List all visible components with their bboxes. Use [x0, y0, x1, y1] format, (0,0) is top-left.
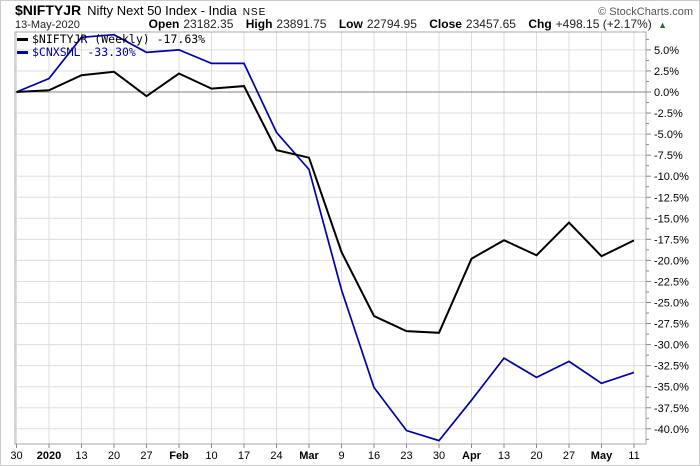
y-axis-tick-label: -2.5% — [654, 108, 683, 120]
legend-item-niftyjr: $NIFTYJR (Weekly) -17.63% — [17, 33, 205, 46]
y-axis-tick-label: 5.0% — [654, 45, 679, 57]
series-lines — [16, 33, 635, 442]
x-axis-tick-label: 13 — [498, 450, 510, 462]
open-label: Open — [148, 17, 180, 31]
x-axis-tick-label: Apr — [462, 450, 482, 462]
x-axis-tick-label: 27 — [140, 450, 152, 462]
legend-label-niftyjr: $NIFTYJR (Weekly) -17.63% — [32, 32, 206, 46]
x-axis-tick-label: 27 — [563, 450, 575, 462]
x-axis-tick-label: 16 — [368, 450, 380, 462]
chart-date: 13-May-2020 — [15, 19, 80, 31]
y-axis-tick-label: -37.5% — [654, 403, 689, 415]
x-axis-tick-label: 17 — [238, 450, 250, 462]
x-axis-tick-label: 23 — [400, 450, 412, 462]
x-axis-tick-label: 11 — [628, 450, 639, 462]
x-axis-tick-label: 24 — [270, 450, 282, 462]
x-axis-tick-label: 2020 — [37, 450, 61, 462]
axis-ticks — [16, 38, 651, 448]
open-value: 23182.35 — [183, 17, 234, 31]
y-axis-tick-label: -20.0% — [654, 255, 689, 267]
y-axis-tick-label: 0.0% — [654, 87, 679, 99]
index-name: Nifty Next 50 Index - India — [87, 3, 237, 18]
ohlc-summary: Open 23182.35 High 23891.75 Low 22794.95 Cl… — [149, 17, 667, 31]
x-axis-tick-label: Feb — [169, 450, 189, 462]
high-value: 23891.75 — [276, 17, 327, 31]
niftyjr-line-swatch-icon — [17, 38, 28, 41]
low-label: Low — [338, 17, 363, 31]
x-axis-tick-label: 13 — [75, 450, 87, 462]
quote-row: 13-May-2020 Open 23182.35 High 23891.75 Lo… — [15, 17, 667, 31]
y-axis-tick-label: -25.0% — [654, 298, 689, 310]
x-axis-tick-label: Mar — [299, 450, 319, 462]
y-axis-tick-label: -22.5% — [654, 276, 689, 288]
y-axis-tick-label: -40.0% — [654, 424, 689, 436]
niftyjr-series-line — [16, 70, 635, 334]
legend-item-cnxsml: $CNXSML -33.30% — [17, 46, 205, 59]
chg-label: Chg — [528, 17, 552, 31]
x-axis-tick-label: 20 — [530, 450, 542, 462]
chg-value: +498.15 (+2.17%) — [555, 17, 652, 31]
y-axis-tick-label: -32.5% — [654, 361, 689, 373]
high-label: High — [245, 17, 273, 31]
up-triangle-icon: ▲ — [658, 20, 667, 30]
x-axis-tick-label: 10 — [205, 450, 217, 462]
axes — [14, 31, 647, 445]
chart-header: $NIFTYJR Nifty Next 50 Index - India NSE… — [15, 2, 693, 18]
chart-legend: $NIFTYJR (Weekly) -17.63% $CNXSML -33.30… — [17, 33, 205, 59]
axis-labels: 5.0% 2.5% 0.0% -2.5% -5.0% -7.5% -10.0% -12.5% -… — [10, 45, 689, 462]
x-axis-tick-label: 30 — [10, 450, 22, 462]
close-label: Close — [429, 17, 462, 31]
y-axis-tick-label: -5.0% — [654, 129, 683, 141]
stockcharts-credit-link[interactable]: © StockCharts.com — [598, 6, 693, 18]
y-axis-tick-label: -27.5% — [654, 319, 689, 331]
y-axis-tick-label: -15.0% — [654, 213, 689, 225]
y-axis-tick-label: -17.5% — [654, 234, 689, 246]
y-axis-tick-label: -12.5% — [654, 192, 689, 204]
close-value: 23457.65 — [465, 17, 516, 31]
x-axis-tick-label: May — [591, 450, 613, 462]
plot-border — [14, 31, 647, 445]
exchange-label: NSE — [242, 7, 267, 18]
legend-label-cnxsml: $CNXSML -33.30% — [32, 45, 136, 59]
symbol-ticker: $NIFTYJR — [15, 2, 82, 18]
cnxsml-series-line — [16, 33, 635, 442]
x-axis-tick-label: 20 — [108, 450, 120, 462]
y-axis-tick-label: -30.0% — [654, 340, 689, 352]
cnxsml-line-swatch-icon — [17, 51, 28, 54]
low-value: 22794.95 — [366, 17, 417, 31]
y-axis-tick-label: -10.0% — [654, 171, 689, 183]
y-axis-tick-label: 2.5% — [654, 66, 679, 78]
x-axis-tick-label: 30 — [433, 450, 445, 462]
y-axis-tick-label: -7.5% — [654, 150, 683, 162]
y-axis-tick-label: -35.0% — [654, 382, 689, 394]
grid-lines — [15, 32, 646, 444]
x-axis-tick-label: 9 — [338, 450, 344, 462]
